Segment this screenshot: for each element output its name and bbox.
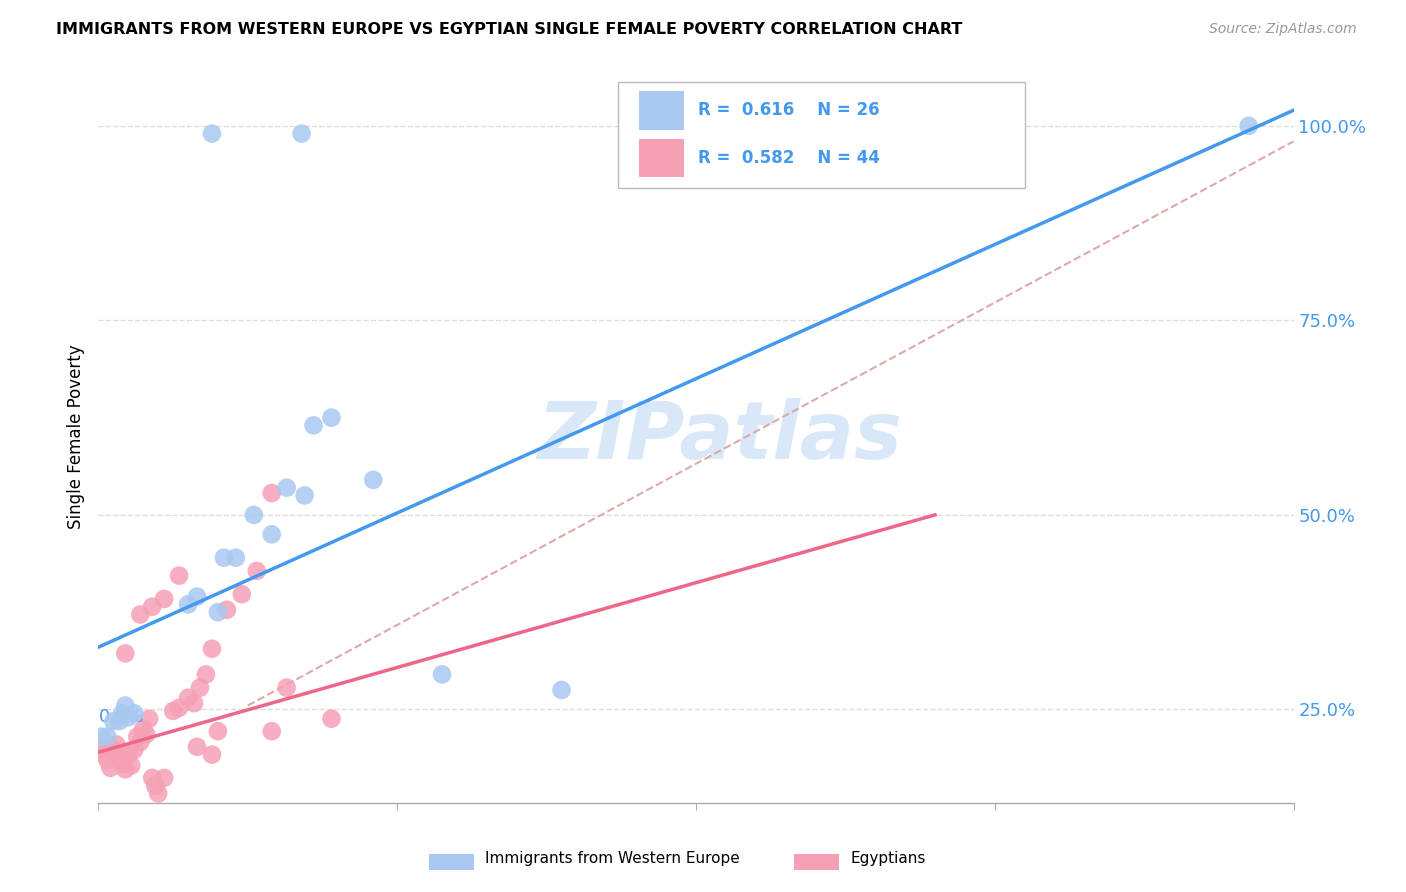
Point (363, 473, 385, 487)
Point (143, 779, 166, 793)
Point (127, 730, 149, 744)
Point (148, 787, 170, 801)
Point (117, 747, 139, 762)
Point (215, 603, 238, 617)
Point (294, 488, 316, 502)
Point (111, 756, 134, 771)
Point (153, 591, 176, 606)
Text: Source: ZipAtlas.com: Source: ZipAtlas.com (1209, 22, 1357, 37)
Point (114, 762, 136, 776)
Point (124, 743, 146, 757)
Point (212, 550, 235, 565)
Point (141, 599, 163, 614)
Point (138, 712, 160, 726)
Point (96, 753, 118, 767)
Point (90, 730, 112, 744)
Text: 0.0%: 0.0% (98, 707, 143, 726)
Point (129, 607, 152, 622)
Point (231, 587, 253, 601)
Point (93, 747, 115, 762)
Point (96, 730, 118, 744)
Point (135, 727, 157, 741)
Point (183, 696, 205, 710)
Point (186, 739, 208, 754)
Point (201, 641, 224, 656)
Point (114, 647, 136, 661)
Point (153, 771, 176, 785)
Point (177, 690, 200, 705)
Point (291, 127, 314, 141)
Point (167, 701, 190, 715)
Point (103, 714, 125, 728)
Point (201, 127, 224, 141)
Point (105, 738, 128, 752)
FancyBboxPatch shape (638, 92, 685, 129)
Point (302, 418, 325, 433)
Point (98, 761, 122, 775)
Point (260, 724, 283, 739)
Point (188, 681, 211, 695)
Point (186, 590, 208, 604)
Point (321, 410, 343, 425)
Point (167, 568, 190, 582)
Text: R =  0.582    N = 44: R = 0.582 N = 44 (699, 149, 880, 167)
Point (90, 741, 112, 756)
Text: IMMIGRANTS FROM WESTERN EUROPE VS EGYPTIAN SINGLE FEMALE POVERTY CORRELATION CHA: IMMIGRANTS FROM WESTERN EUROPE VS EGYPTI… (56, 22, 963, 37)
Point (124, 706, 146, 721)
Point (260, 486, 283, 500)
Point (108, 714, 131, 728)
Point (132, 722, 155, 736)
Point (103, 743, 125, 757)
Point (276, 481, 298, 495)
Point (321, 712, 343, 726)
Point (207, 724, 229, 739)
Point (243, 508, 266, 522)
Point (129, 735, 152, 749)
Y-axis label: Single Female Poverty: Single Female Poverty (66, 345, 84, 529)
Point (430, 667, 453, 681)
Point (111, 706, 134, 721)
Point (260, 527, 283, 541)
Point (117, 710, 139, 724)
Point (207, 605, 229, 619)
Point (225, 550, 247, 565)
Text: ZIPatlas: ZIPatlas (537, 398, 903, 476)
FancyBboxPatch shape (638, 139, 685, 178)
Point (1237, 119, 1260, 133)
Text: Egyptians: Egyptians (851, 852, 927, 866)
Point (177, 598, 200, 612)
Point (195, 667, 218, 681)
Text: Immigrants from Western Europe: Immigrants from Western Europe (485, 852, 740, 866)
Point (276, 681, 298, 695)
Point (550, 683, 572, 698)
FancyBboxPatch shape (619, 82, 1025, 188)
Point (162, 704, 184, 718)
Point (246, 564, 269, 578)
Point (114, 698, 136, 713)
Point (141, 771, 163, 785)
Point (201, 747, 224, 762)
Point (120, 758, 142, 772)
Text: R =  0.616    N = 26: R = 0.616 N = 26 (699, 101, 880, 119)
Point (108, 750, 131, 764)
